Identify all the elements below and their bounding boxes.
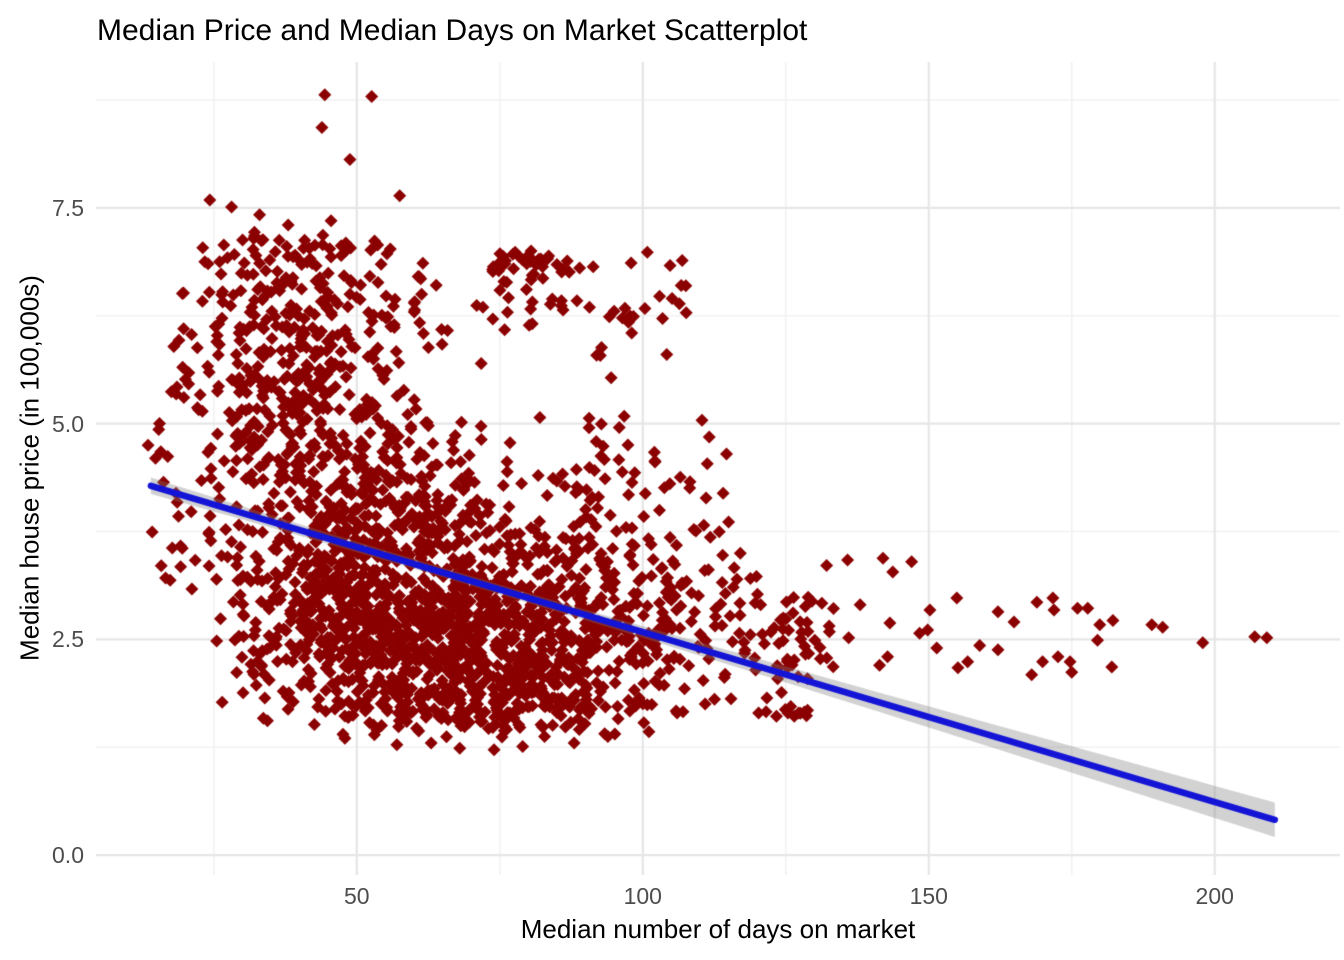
plot-canvas xyxy=(96,62,1340,875)
plot-panel xyxy=(96,62,1340,875)
y-tick-label: 2.5 xyxy=(52,626,84,653)
x-tick-label: 100 xyxy=(623,883,662,909)
y-tick-label: 7.5 xyxy=(52,194,84,221)
x-axis-title: Median number of days on market xyxy=(520,914,916,944)
x-tick-label: 150 xyxy=(909,883,948,909)
y-tick-label: 5.0 xyxy=(52,410,84,437)
x-tick-label: 50 xyxy=(344,883,370,909)
y-axis-title: Median house price (in 100,000s) xyxy=(14,275,45,661)
y-tick-label: 0.0 xyxy=(52,842,84,869)
x-tick-label: 200 xyxy=(1195,883,1234,909)
chart-title: Median Price and Median Days on Market S… xyxy=(97,14,808,47)
